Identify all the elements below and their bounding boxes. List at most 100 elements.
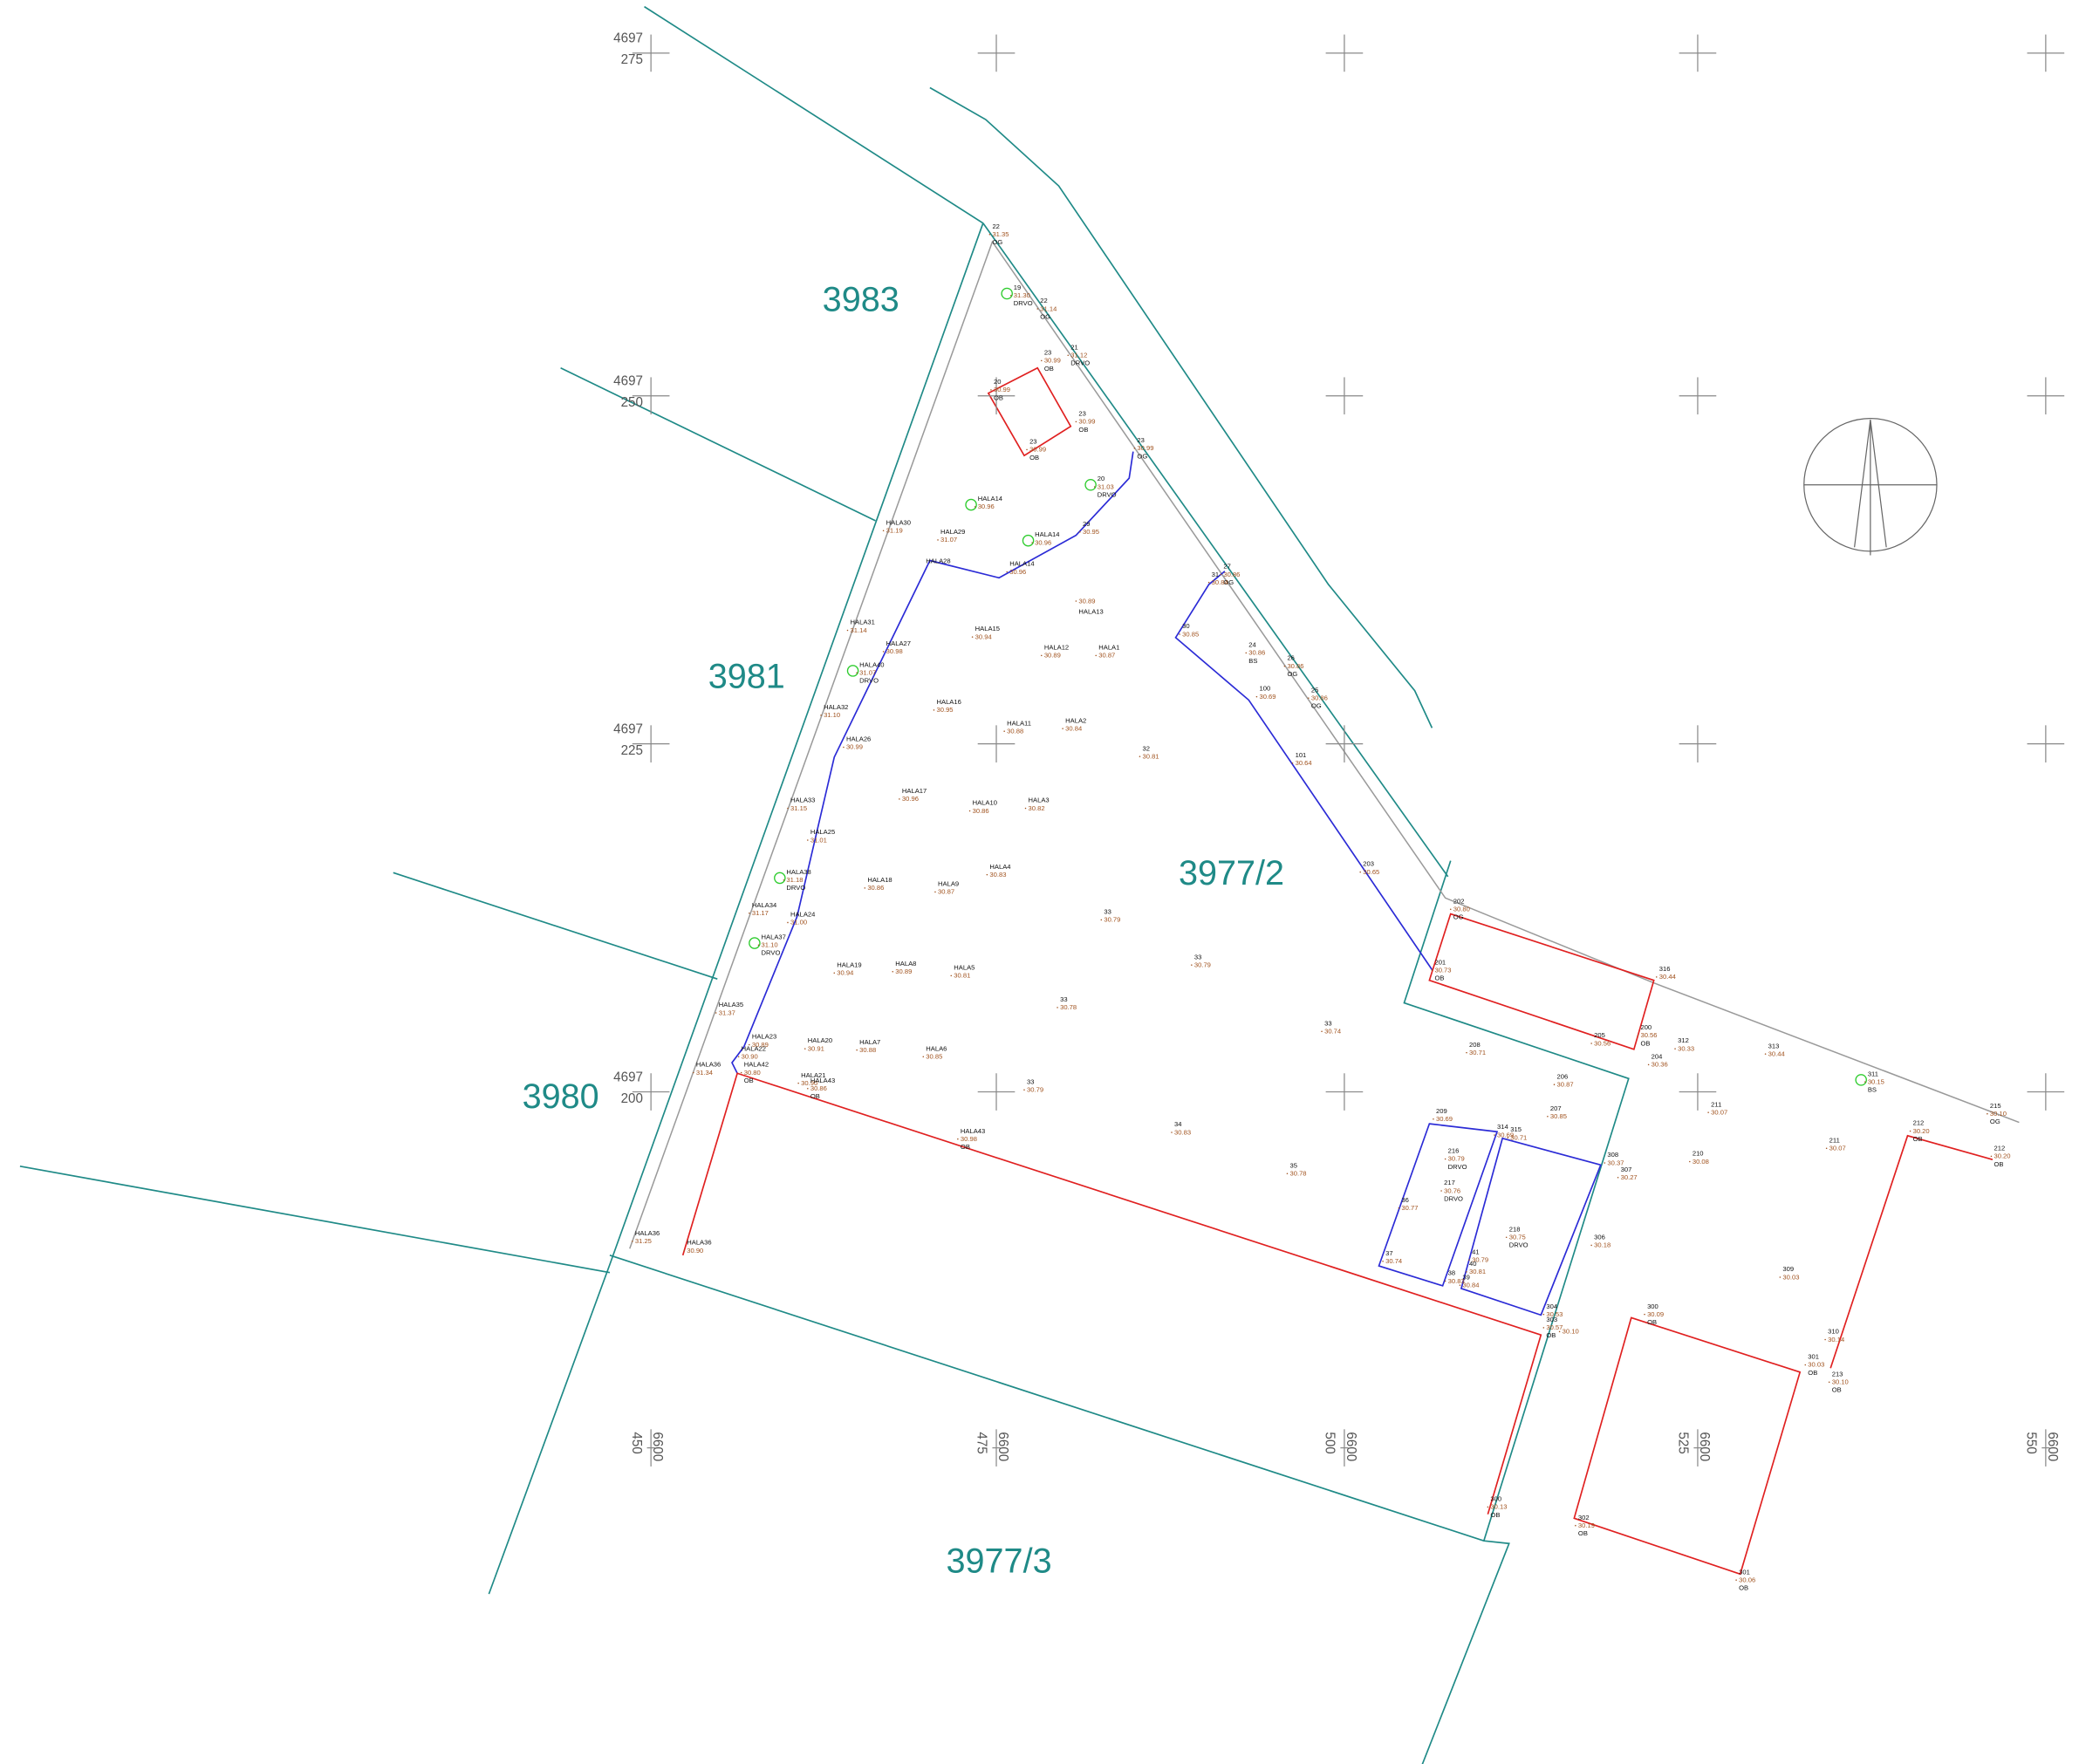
point-dot (738, 1056, 740, 1057)
tree-symbol (749, 938, 760, 948)
grid-label: 225 (621, 743, 643, 758)
point-dot (1506, 1237, 1508, 1239)
point-id: 302 (1578, 1514, 1590, 1521)
point-code: DRVO (1448, 1163, 1467, 1171)
point-id: 315 (1510, 1125, 1522, 1133)
point-elevation: 30.78 (1290, 1169, 1307, 1177)
survey-point: 20930.69 (1433, 1107, 1453, 1123)
point-id: HALA31 (851, 619, 875, 626)
point-dot (715, 1012, 717, 1014)
parcel-number: 3977/2 (1179, 854, 1284, 892)
point-dot (632, 1241, 633, 1242)
survey-point: HALA830.89 (892, 960, 916, 975)
point-dot (899, 798, 900, 800)
point-elevation: 30.85 (926, 1053, 942, 1061)
point-dot (693, 1072, 694, 1074)
point-id: 204 (1652, 1053, 1663, 1061)
survey-point: 21130.07 (1707, 1100, 1727, 1116)
point-dot (937, 539, 939, 541)
boundary (393, 872, 718, 979)
point-dot (1765, 1053, 1767, 1055)
point-elevation: 30.15 (1868, 1077, 1884, 1085)
point-id: 218 (1509, 1225, 1521, 1233)
point-dot (989, 234, 991, 236)
point-elevation: 31.17 (752, 909, 769, 917)
survey-point: HALA3331.15 (787, 797, 815, 812)
point-elevation: 30.98 (961, 1135, 977, 1143)
point-elevation: 30.10 (1832, 1378, 1849, 1386)
survey-point: 3530.78 (1287, 1161, 1307, 1177)
point-elevation: 30.79 (1194, 961, 1211, 968)
survey-point: 2231.35OG (989, 222, 1009, 246)
point-id: 101 (1296, 751, 1307, 759)
point-elevation: 30.74 (1324, 1028, 1342, 1036)
grid-label: 6600 (1344, 1432, 1358, 1461)
point-dot (1382, 1261, 1384, 1262)
point-code: OG (1287, 670, 1297, 678)
point-id: HALA42 (744, 1061, 769, 1069)
point-id: HALA28 (926, 557, 950, 565)
point-id: 20 (994, 378, 1001, 386)
point-id: HALA24 (790, 911, 816, 919)
point-elevation: 30.85 (1550, 1112, 1567, 1120)
point-dot (1067, 355, 1069, 357)
survey-point: 30030.09OB (1644, 1302, 1664, 1326)
point-id: 316 (1659, 965, 1671, 973)
point-id: 211 (1829, 1136, 1840, 1144)
point-dot (1445, 1159, 1446, 1160)
survey-point: 3030.85 (1179, 622, 1199, 638)
point-elevation: 30.84 (1065, 724, 1083, 732)
point-elevation: 30.90 (687, 1247, 703, 1255)
point-elevation: 30.95 (1083, 528, 1099, 536)
point-elevation: 30.18 (1594, 1241, 1611, 1249)
point-id: HALA13 (1078, 607, 1103, 615)
grid-label: 4697 (613, 374, 643, 389)
survey-point: 3630.77 (1399, 1196, 1419, 1212)
survey-point: 3330.78 (1057, 995, 1077, 1011)
survey-point: 2330.99OB (1041, 349, 1061, 373)
point-dot (1432, 969, 1433, 971)
point-elevation: 31.30 (1014, 291, 1030, 299)
point-dot (1308, 697, 1310, 699)
survey-point: 30630.18 (1590, 1234, 1611, 1249)
point-dot (1507, 1137, 1508, 1138)
survey-point: 2030.99OB (990, 378, 1010, 401)
point-dot (1076, 600, 1077, 602)
point-code: OB (1832, 1386, 1842, 1394)
point-id: 203 (1363, 860, 1374, 868)
point-elevation: 30.78 (1060, 1003, 1077, 1011)
survey-point: HALA1930.94 (833, 961, 861, 976)
survey-point: HALA3531.37 (715, 1001, 743, 1016)
point-elevation: 30.56 (1640, 1031, 1657, 1039)
point-elevation: 30.86 (867, 884, 884, 892)
point-code: OB (744, 1077, 754, 1084)
survey-point: 30230.19OB (1575, 1514, 1595, 1537)
point-elevation: 30.80 (744, 1069, 761, 1077)
survey-point: 2930.95 (1079, 520, 1099, 536)
point-id: 19 (1014, 284, 1021, 291)
point-id: 33 (1060, 995, 1067, 1003)
survey-point: HALA430.83 (987, 863, 1012, 879)
survey-point: HALA28 (926, 557, 950, 565)
boundary (645, 7, 983, 223)
point-elevation: 30.86 (1223, 571, 1240, 578)
point-id: 216 (1448, 1147, 1460, 1155)
point-id: HALA20 (808, 1036, 832, 1044)
survey-point: HALA1730.96 (899, 787, 927, 803)
survey-point: HALA2030.91 (804, 1036, 832, 1052)
contour (1461, 1138, 1601, 1316)
point-elevation: 30.87 (938, 888, 954, 896)
point-elevation: 30.94 (837, 969, 854, 977)
point-dot (892, 971, 893, 973)
survey-point: 20230.80OG (1450, 897, 1470, 920)
point-dot (1987, 1113, 1988, 1115)
point-elevation: 30.82 (1029, 804, 1045, 812)
point-dot (1445, 1281, 1446, 1282)
point-elevation: 30.89 (1078, 597, 1095, 605)
survey-point: HALA1530.94 (972, 625, 1000, 640)
survey-point: HALA1230.89 (1041, 644, 1069, 660)
